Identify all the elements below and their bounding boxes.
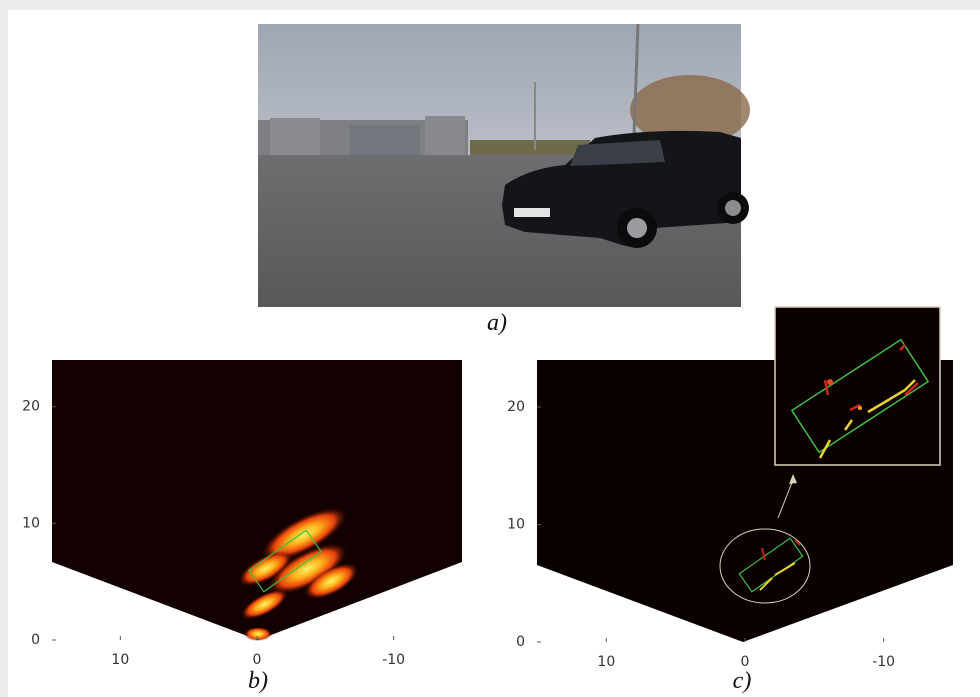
x-tick-label: -10 bbox=[872, 654, 895, 670]
panel-caption: b) bbox=[248, 668, 268, 694]
y-tick-label: 0 bbox=[31, 632, 40, 648]
figure: a) b) c) 10 0 -10 0 10 20 10 0 -10 0 10 20 bbox=[0, 0, 980, 697]
radar-heatmap bbox=[52, 360, 462, 641]
panel-caption: c) bbox=[733, 668, 752, 694]
photo bbox=[258, 24, 750, 307]
x-tick-label: 0 bbox=[253, 652, 262, 668]
y-tick-label: 20 bbox=[507, 399, 525, 415]
x-tick-label: 10 bbox=[597, 654, 615, 670]
y-tick-label: 20 bbox=[22, 399, 40, 415]
x-tick-label: 10 bbox=[111, 652, 129, 668]
x-tick-label: 0 bbox=[741, 654, 750, 670]
y-tick-label: 0 bbox=[516, 634, 525, 650]
y-tick-label: 10 bbox=[22, 515, 40, 531]
y-tick-label: 10 bbox=[507, 517, 525, 533]
x-tick-label: -10 bbox=[382, 652, 405, 668]
panel-caption: a) bbox=[487, 310, 507, 336]
